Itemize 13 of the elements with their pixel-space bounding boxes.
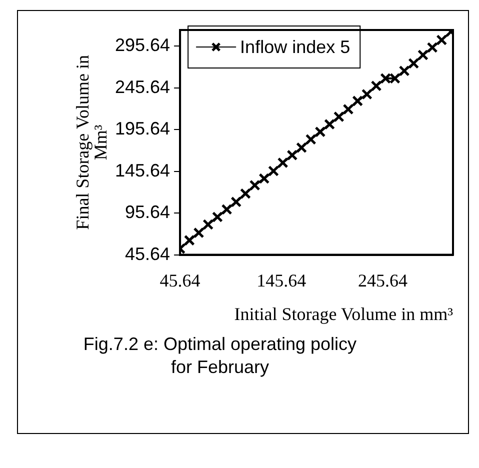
x-axis-title: Initial Storage Volume in mm³ — [234, 304, 454, 324]
y-tick-label: 145.64 — [114, 160, 170, 180]
y-tick-label: 295.64 — [114, 35, 170, 56]
y-axis-title: Final Storage Volume in Mm³ — [72, 54, 111, 230]
text: Fig.7.2 e: Optimal operating policy for February — [82, 333, 358, 379]
y-tick-label: 195.64 — [114, 118, 170, 139]
x-tick-label: 45.64 — [160, 270, 200, 290]
legend-label: Inflow index 5 — [240, 36, 350, 57]
y-tick-label: 95.64 — [125, 202, 170, 222]
y-tick-label: 45.64 — [125, 244, 170, 264]
x-tick-label: 145.64 — [256, 270, 306, 290]
x-tick-label: 245.64 — [358, 270, 408, 290]
y-tick-label: 245.64 — [114, 76, 170, 97]
